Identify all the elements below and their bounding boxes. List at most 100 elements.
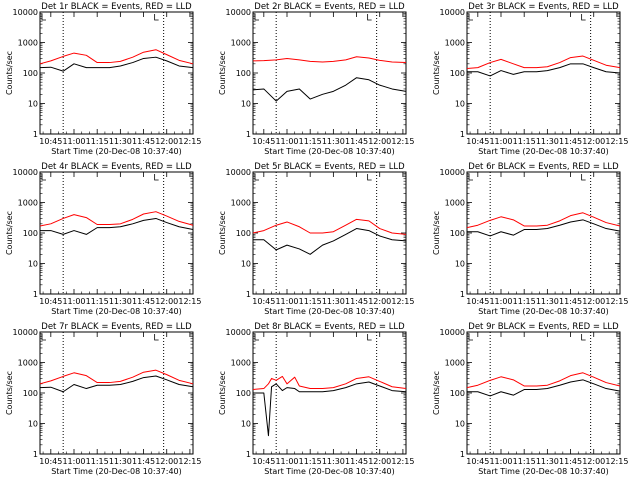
x-tick-label: 12:15 [178,297,201,306]
y-tick-label: 100 [450,69,465,78]
y-axis-title: Counts/sec [5,371,14,415]
x-axis-title: Start Time (20-Dec-08 10:37:40) [51,147,182,156]
x-tick-label: 12:00 [368,137,391,146]
x-tick-label: 11:00 [489,297,512,306]
x-tick-label: 12:00 [155,137,178,146]
series-lld-line [252,218,407,235]
x-tick-label: 12:00 [155,297,178,306]
y-tick-label: 10000 [13,168,38,177]
x-tick-label: 11:00 [489,457,512,466]
x-tick-label: 12:00 [582,137,605,146]
x-tick-label: 11:15 [299,457,322,466]
y-tick-label: 10 [455,100,465,109]
x-tick-label: 11:15 [299,137,322,146]
x-tick-label: 11:30 [322,137,345,146]
x-tick-label: 11:00 [275,297,298,306]
y-tick-label: 1 [246,130,251,139]
panel-title: Det 6r BLACK = Events, RED = LLD [468,162,619,172]
x-tick-label: 11:00 [62,457,85,466]
series-lld-line [39,369,194,385]
x-tick-label: 10:45 [252,457,275,466]
x-tick-label: 11:45 [559,457,582,466]
y-axis-title: Counts/sec [432,211,441,255]
x-tick-label: 12:00 [582,457,605,466]
x-tick-label: 11:30 [536,297,559,306]
corner-flag-left [468,174,473,181]
x-tick-label: 11:45 [132,457,155,466]
y-tick-label: 100 [23,229,38,238]
y-tick-label: 1 [33,450,38,459]
corner-flag-left [254,174,259,181]
x-tick-label: 10:45 [466,137,489,146]
series-events-line [39,56,194,72]
y-tick-label: 10000 [440,168,465,177]
series-events-line [253,381,407,437]
series-events-line [467,219,621,237]
corner-flag-left [468,14,473,21]
x-tick-label: 12:15 [391,457,414,466]
x-tick-label: 12:15 [605,137,628,146]
x-tick-label: 11:15 [86,457,109,466]
panel-title: Det 5r BLACK = Events, RED = LLD [254,162,405,172]
series-events-line [40,217,194,235]
x-axis-title: Start Time (20-Dec-08 10:37:40) [51,467,182,476]
series-events-line [467,379,621,397]
y-tick-label: 10000 [226,168,251,177]
x-tick-label: 11:45 [345,297,368,306]
panel-det-3: Det 3r BLACK = Events, RED = LLD 1 10 100 10… [432,2,628,156]
panel-title: Det 3r BLACK = Events, RED = LLD [468,2,619,12]
series-events-line [467,63,621,77]
corner-flag-right [154,14,159,21]
x-tick-label: 11:00 [62,137,85,146]
y-tick-label: 100 [236,389,251,398]
y-tick-label: 10 [241,100,251,109]
y-tick-label: 10000 [13,8,38,17]
x-tick-label: 12:15 [605,297,628,306]
x-tick-label: 11:00 [62,297,85,306]
y-tick-label: 10 [28,420,38,429]
x-tick-label: 11:45 [345,457,368,466]
x-tick-label: 11:45 [345,137,368,146]
y-tick-label: 1000 [231,359,251,368]
x-tick-label: 12:15 [178,137,201,146]
series-events-line [39,375,194,393]
x-tick-label: 12:00 [582,297,605,306]
y-tick-label: 10000 [226,8,251,17]
panel-det-8: Det 8r BLACK = Events, RED = LLD 1 10 100 10… [218,322,414,476]
y-tick-label: 100 [450,229,465,238]
y-tick-label: 1000 [18,199,38,208]
y-tick-label: 1000 [18,39,38,48]
series-lld-line [466,212,621,229]
y-tick-label: 10 [28,100,38,109]
x-tick-label: 12:15 [391,137,414,146]
series-lld-line [252,56,407,64]
x-tick-label: 10:45 [466,457,489,466]
x-tick-label: 11:30 [536,457,559,466]
x-tick-label: 11:45 [132,137,155,146]
y-tick-label: 10 [241,420,251,429]
panel-det-9: Det 9r BLACK = Events, RED = LLD 1 10 100 10… [432,322,628,476]
corner-flag-right [581,174,586,181]
y-tick-label: 1 [460,450,465,459]
x-tick-label: 11:45 [559,297,582,306]
y-tick-label: 100 [236,229,251,238]
x-tick-label: 12:00 [155,457,178,466]
x-tick-label: 11:30 [536,137,559,146]
panel-det-4: Det 4r BLACK = Events, RED = LLD 1 10 100 10… [5,162,201,316]
panel-det-7: Det 7r BLACK = Events, RED = LLD 1 10 100 10… [5,322,201,476]
panel-det-2: Det 2r BLACK = Events, RED = LLD 1 10 100 10… [218,2,414,156]
x-tick-label: 11:45 [559,137,582,146]
corner-flag-right [367,174,372,181]
x-tick-label: 10:45 [39,457,62,466]
x-tick-label: 11:30 [109,297,132,306]
corner-flag-right [581,334,586,341]
series-events-line [253,228,407,255]
corner-flag-right [367,334,372,341]
series-lld-line [466,55,621,70]
y-tick-label: 10 [455,260,465,269]
x-tick-label: 10:45 [39,297,62,306]
x-tick-label: 11:15 [86,297,109,306]
x-tick-label: 12:00 [368,297,391,306]
x-axis-title: Start Time (20-Dec-08 10:37:40) [478,147,609,156]
series-lld-line [39,49,194,65]
